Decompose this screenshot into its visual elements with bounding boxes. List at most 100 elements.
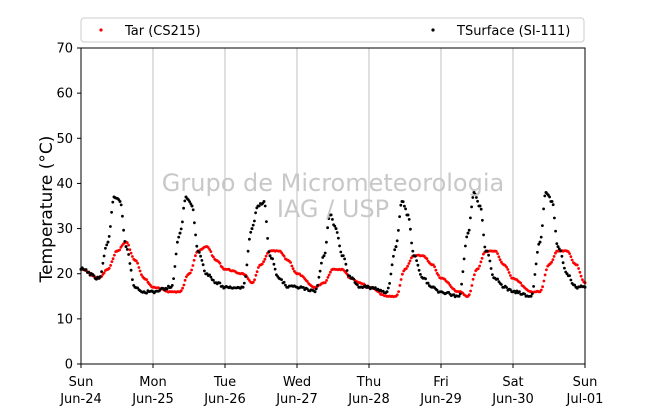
data-point [194,254,197,258]
data-point [392,254,395,258]
data-point [473,273,476,277]
data-point [318,269,322,273]
data-point [317,275,321,279]
data-point [541,224,544,228]
data-point [212,278,215,282]
data-point [92,274,96,277]
x-tick-label-day: Wed [283,375,311,390]
data-point [569,278,573,282]
x-tick-label-date: Jun-27 [275,392,318,407]
data-point [578,270,582,274]
data-point [257,204,261,208]
data-point [212,255,215,259]
data-point [145,291,149,295]
data-point [119,203,123,207]
data-point [106,240,110,244]
data-point [435,288,439,292]
data-point [197,251,201,254]
data-point [404,207,407,211]
data-point [534,262,538,266]
data-point [470,284,474,287]
x-tick-label-date: Jun-24 [59,392,102,407]
data-point [397,290,400,293]
data-point [398,284,402,287]
data-point [335,231,339,234]
data-point [253,278,256,282]
x-tick-label-date: Jun-28 [347,392,390,407]
data-point [569,255,573,258]
data-point [251,280,255,284]
data-point [326,276,330,279]
data-point [181,220,184,224]
data-point [326,226,329,230]
data-point [182,206,186,210]
x-tick-label-date: Jun-29 [419,392,462,407]
data-point [566,250,570,254]
data-point [469,289,472,293]
x-tick-label-date: Jul-01 [566,392,604,407]
data-point [573,283,577,287]
data-point [345,269,349,272]
data-point [145,278,149,281]
legend-marker-tsurface [431,28,435,32]
data-point [302,286,305,289]
data-point [489,267,493,270]
data-point [174,252,178,256]
data-point [473,192,477,196]
data-point [264,254,268,258]
data-point [322,254,326,258]
data-point [257,266,260,269]
data-point [100,270,103,274]
data-point [523,292,526,296]
data-point [305,280,309,283]
data-point [291,267,295,271]
data-point [122,228,125,232]
data-point [329,270,332,274]
data-point [478,264,481,268]
data-point [331,218,334,221]
data-point [341,254,345,257]
y-tick-label: 40 [56,177,73,192]
data-point [543,273,547,277]
plot-series [79,191,587,299]
data-point [548,195,551,199]
watermark-line-1: Grupo de Micrometeorologia [162,169,504,197]
data-point [348,274,352,278]
data-point [478,204,482,208]
data-point [176,240,179,244]
data-point [408,259,412,263]
data-point [325,240,328,244]
data-point [395,239,399,243]
data-point [338,244,341,248]
data-point [389,272,393,276]
data-point [471,196,475,199]
data-point [323,281,327,284]
data-point [268,254,272,258]
data-point [118,248,121,252]
y-tick-label: 20 [56,267,73,282]
data-point [551,258,555,261]
x-tick-label-date: Jun-26 [203,392,246,407]
data-point [551,203,555,207]
data-point [401,272,404,276]
data-point [541,285,544,289]
data-point [539,288,543,292]
plot-frame [80,47,586,365]
data-point [320,261,323,265]
y-tick-label: 70 [56,42,73,57]
data-point [339,250,343,254]
data-point [431,263,435,267]
watermark: Grupo de Micrometeorologia IAG / USP [162,169,504,223]
data-point [415,259,418,262]
data-point [200,259,204,262]
data-point [491,273,494,276]
data-point [263,204,267,208]
data-point [282,280,286,284]
data-point [403,204,406,208]
data-point [401,200,405,204]
data-point [356,283,359,287]
data-point [284,283,287,287]
data-point [509,288,512,291]
data-point [271,257,274,261]
watermark-line-2: IAG / USP [277,195,389,223]
